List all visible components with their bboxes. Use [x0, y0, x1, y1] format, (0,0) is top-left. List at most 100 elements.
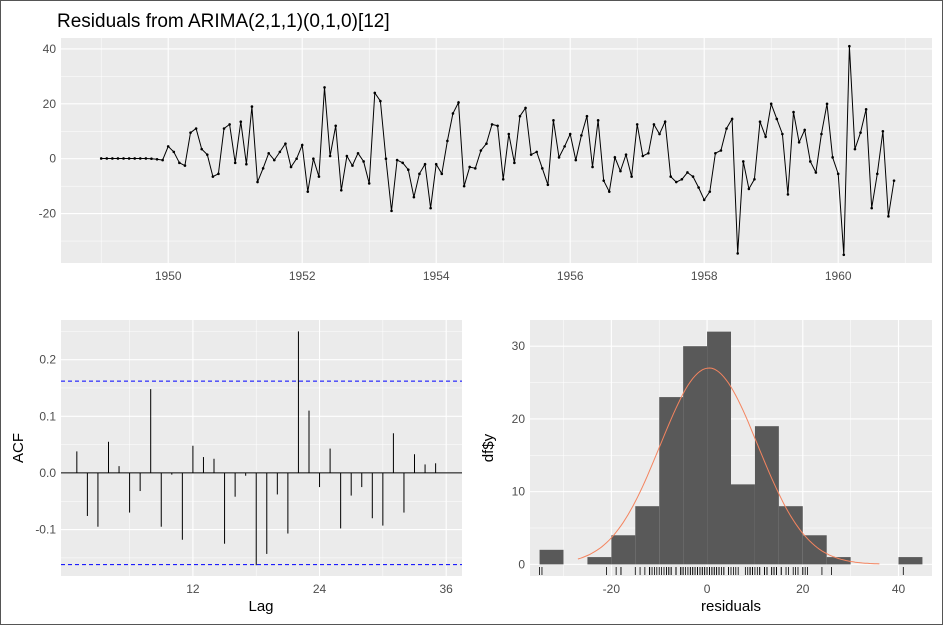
residual-point [697, 186, 700, 189]
hist-x-tick-label: 40 [892, 582, 906, 596]
histogram-bar [683, 346, 708, 565]
residual-point [446, 139, 449, 143]
residual-point [351, 164, 354, 167]
residual-point [312, 157, 315, 161]
residual-point [574, 158, 578, 162]
residual-point [367, 182, 371, 185]
hist-y-tick-label: 0 [518, 557, 525, 571]
residual-point [691, 175, 695, 178]
residual-point [373, 91, 377, 95]
residual-point [870, 206, 873, 210]
ts-y-tick-label: 0 [49, 152, 56, 166]
histogram-bar [731, 484, 755, 565]
residual-point [178, 161, 181, 165]
ts-gridlines [61, 38, 932, 263]
residual-point [418, 172, 421, 176]
residual-point [501, 178, 505, 181]
residual-point [278, 150, 282, 154]
residual-point [339, 188, 343, 192]
residual-point [384, 157, 388, 161]
acf-x-tick-label: 12 [186, 582, 200, 596]
ts-x-tick-label: 1954 [423, 269, 450, 283]
residual-point [529, 153, 533, 156]
ts-x-tick-label: 1960 [825, 269, 852, 283]
residual-point [395, 158, 399, 162]
hist-x-tick-label: 20 [796, 582, 810, 596]
residual-point [775, 117, 779, 121]
residual-point [317, 175, 321, 178]
residual-point [881, 129, 885, 133]
residual-point [535, 150, 538, 154]
normal-density-line [577, 367, 880, 565]
acf-x-tick-label: 24 [313, 582, 327, 596]
hist-x-tick-label: -20 [603, 582, 621, 596]
residual-point [122, 157, 125, 160]
residual-point [155, 157, 159, 161]
residual-point [429, 206, 432, 210]
residual-point [105, 157, 109, 160]
residual-point [602, 179, 605, 182]
residual-point [669, 175, 672, 178]
histogram-bar [539, 549, 564, 565]
residual-point [524, 106, 527, 110]
residual-point [250, 105, 254, 108]
residual-point [635, 123, 639, 126]
acf-y-tick-labels: -0.1 0.0 0.1 0.2 [35, 353, 56, 537]
density-curve [577, 367, 880, 565]
acf-y-tick-label: 0.2 [39, 353, 56, 367]
residual-point [708, 190, 712, 193]
residual-point [423, 162, 427, 166]
residual-point [356, 151, 360, 155]
residual-point [887, 215, 890, 218]
acf-panel [61, 320, 462, 576]
residual-point [451, 112, 455, 115]
residual-point [222, 127, 226, 130]
hist-y-axis-label: df$y [480, 433, 497, 462]
residual-point [613, 156, 617, 159]
residual-point [803, 128, 806, 132]
residual-point [892, 179, 896, 182]
residual-point [205, 153, 209, 156]
acf-spikes [61, 331, 462, 566]
residual-point [245, 162, 248, 166]
residual-point [362, 160, 365, 163]
ts-y-tick-label: 20 [43, 97, 57, 111]
residual-point [607, 190, 611, 193]
ts-x-tick-label: 1950 [155, 269, 182, 283]
histogram-bar [587, 557, 612, 565]
residual-point [406, 168, 410, 172]
residual-point [725, 127, 728, 130]
residual-point [183, 164, 187, 167]
residual-point [99, 157, 103, 160]
hist-y-tick-label: 10 [512, 485, 526, 499]
residual-point [641, 154, 645, 158]
residual-point [730, 117, 734, 121]
residual-point [658, 132, 661, 136]
residual-point [563, 145, 566, 148]
acf-y-tick-label: -0.1 [35, 523, 56, 537]
residual-point [568, 132, 572, 136]
residual-point [836, 172, 840, 176]
residual-point [518, 114, 522, 118]
residual-point [284, 142, 287, 145]
residual-point [261, 167, 265, 170]
residual-point [379, 99, 382, 103]
residual-point [864, 108, 868, 111]
residual-point [647, 151, 650, 155]
histogram-bar [635, 506, 660, 565]
residual-point [239, 120, 243, 123]
histogram-bar [707, 331, 731, 565]
residual-point [127, 157, 131, 160]
histogram-bar [898, 557, 923, 565]
acf-x-tick-labels: 12 24 36 [186, 582, 453, 596]
residual-point [289, 165, 293, 169]
residual-point [200, 147, 203, 151]
histogram-bar [611, 535, 636, 565]
residual-point [820, 132, 823, 136]
residual-point [256, 180, 259, 184]
residual-point [390, 209, 393, 213]
residual-point [825, 102, 829, 106]
residual-point [194, 127, 198, 130]
residual-point [580, 134, 583, 137]
